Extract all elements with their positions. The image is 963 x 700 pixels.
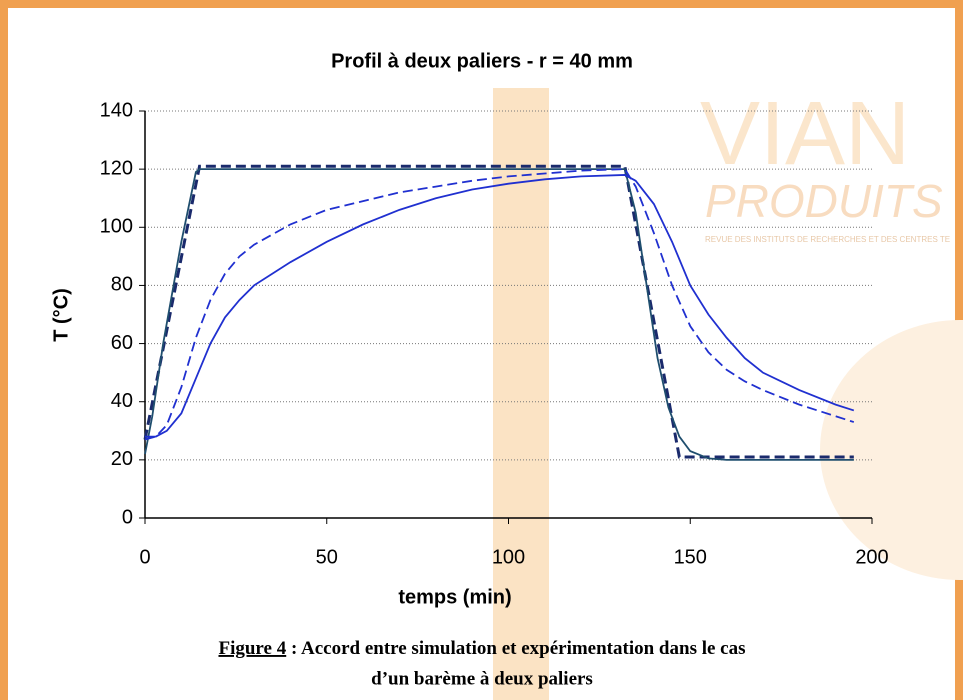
caption-line1: Figure 4 : Accord entre simulation et ex… xyxy=(218,638,745,659)
watermark-stripe xyxy=(493,88,549,700)
caption-line2: d’un barème à deux paliers xyxy=(371,668,593,689)
x-tick-label: 50 xyxy=(316,546,338,568)
y-tick-label: 60 xyxy=(111,332,133,354)
watermark-disc xyxy=(820,320,963,580)
plot-area: 0 20 40 60 80 100 120 140 0 50 100 150 200 xyxy=(100,99,889,568)
x-tick-label: 150 xyxy=(674,546,707,568)
y-tick-label: 100 xyxy=(100,216,133,238)
watermark-tagline: REVUE DES INSTITUTS DE RECHERCHES ET DES… xyxy=(705,235,950,244)
x-tick-label: 0 xyxy=(139,546,150,568)
y-tick-label: 20 xyxy=(111,448,133,470)
caption-label: Figure 4 xyxy=(218,638,286,659)
chart-title: Profil à deux paliers - r = 40 mm xyxy=(331,50,633,72)
y-axis-label: T (°C) xyxy=(50,288,72,342)
y-tick-label: 80 xyxy=(111,274,133,296)
x-tick-label: 200 xyxy=(855,546,888,568)
y-tick-label: 40 xyxy=(111,390,133,412)
caption-text: : Accord entre simulation et expérimenta… xyxy=(286,638,745,659)
line-series xyxy=(144,168,854,461)
x-tick-label: 100 xyxy=(492,546,525,568)
line-series xyxy=(144,168,855,441)
y-tick-label: 140 xyxy=(100,99,133,121)
watermark-logo: VIAN xyxy=(700,84,910,184)
watermark-subtitle: PRODUITS xyxy=(705,175,943,227)
line-series xyxy=(145,174,855,438)
y-tick-label: 120 xyxy=(100,157,133,179)
line-series xyxy=(143,164,854,459)
y-tick-label: 0 xyxy=(122,506,133,528)
x-axis-label: temps (min) xyxy=(398,586,511,608)
